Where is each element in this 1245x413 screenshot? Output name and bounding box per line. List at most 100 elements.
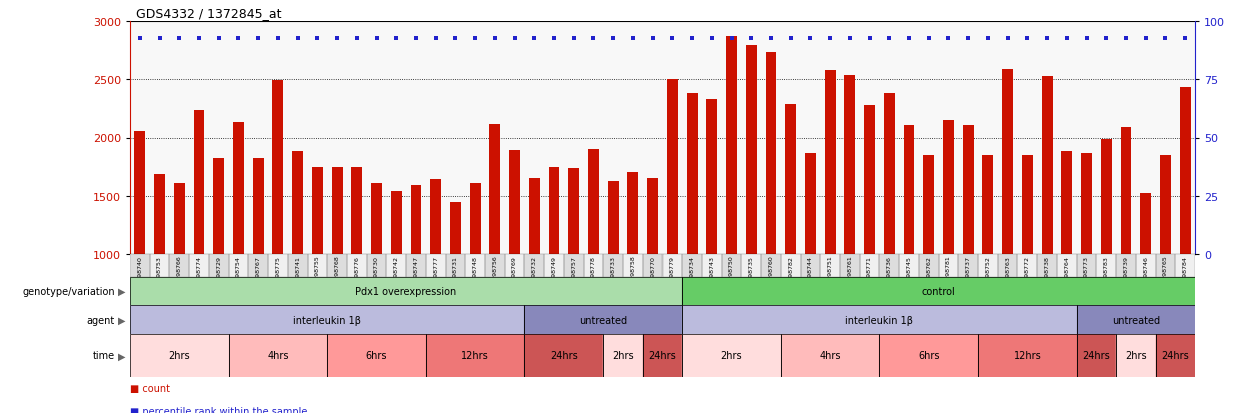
Text: GSM998773: GSM998773 (1084, 255, 1089, 293)
Bar (194, 110, 204, 254)
Bar (504, 254, 524, 277)
Text: GSM998752: GSM998752 (985, 255, 991, 293)
Bar (209, 254, 229, 277)
Bar (248, 254, 268, 277)
Text: GSM998737: GSM998737 (966, 255, 971, 293)
Bar (860, 254, 879, 277)
Bar (979, 334, 1077, 377)
Bar (466, 254, 486, 277)
Bar (662, 254, 682, 277)
Bar (129, 334, 229, 377)
Bar (268, 254, 288, 277)
Text: agent: agent (87, 315, 115, 325)
Text: ▶: ▶ (118, 351, 126, 361)
Bar (129, 254, 149, 277)
Bar (801, 254, 820, 277)
Text: GDS4332 / 1372845_at: GDS4332 / 1372845_at (136, 7, 281, 20)
Text: control: control (921, 286, 955, 296)
Bar (682, 277, 1195, 305)
Bar (129, 254, 149, 277)
Text: GSM998741: GSM998741 (295, 255, 300, 293)
Bar (979, 254, 997, 277)
Text: 6hrs: 6hrs (918, 351, 940, 361)
Text: GSM998753: GSM998753 (157, 255, 162, 293)
Bar (904, 126, 914, 254)
Text: interleukin 1β: interleukin 1β (845, 315, 914, 325)
Text: time: time (93, 351, 115, 361)
Bar (486, 254, 504, 277)
Bar (706, 100, 717, 254)
Bar (229, 334, 327, 377)
Text: ■ percentile rank within the sample: ■ percentile rank within the sample (129, 406, 308, 413)
Bar (524, 254, 544, 277)
Bar (1077, 254, 1097, 277)
Bar (806, 153, 815, 254)
Bar (489, 124, 500, 254)
Bar (801, 254, 820, 277)
Bar (327, 334, 426, 377)
Bar (726, 37, 737, 254)
Bar (469, 183, 481, 254)
Bar (982, 156, 994, 254)
Bar (549, 167, 559, 254)
Text: GSM998776: GSM998776 (355, 255, 360, 293)
Text: GSM998767: GSM998767 (255, 255, 260, 293)
Bar (386, 254, 406, 277)
Bar (647, 179, 659, 254)
Bar (687, 94, 697, 254)
Bar (824, 71, 835, 254)
Bar (367, 254, 386, 277)
Bar (446, 254, 466, 277)
Bar (209, 254, 229, 277)
Bar (1017, 254, 1037, 277)
Bar (308, 254, 327, 277)
Text: GSM998747: GSM998747 (413, 255, 418, 293)
Text: GSM998760: GSM998760 (768, 255, 773, 293)
Bar (327, 254, 347, 277)
Bar (1077, 254, 1097, 277)
Text: GSM998781: GSM998781 (946, 255, 951, 293)
Bar (129, 305, 524, 334)
Bar (129, 277, 682, 305)
Text: 24hrs: 24hrs (1082, 351, 1111, 361)
Bar (682, 334, 781, 377)
Bar (1155, 254, 1175, 277)
Bar (347, 254, 367, 277)
Text: 2hrs: 2hrs (613, 351, 634, 361)
Bar (1057, 254, 1077, 277)
Bar (924, 156, 934, 254)
Bar (642, 254, 662, 277)
Bar (486, 254, 504, 277)
Bar (667, 80, 677, 254)
Bar (544, 254, 564, 277)
Bar (386, 254, 406, 277)
Bar (722, 254, 741, 277)
Text: GSM998754: GSM998754 (237, 255, 242, 293)
Bar (1160, 156, 1170, 254)
Bar (129, 334, 229, 377)
Bar (997, 254, 1017, 277)
Bar (1116, 254, 1135, 277)
Bar (1081, 153, 1092, 254)
Bar (1097, 254, 1116, 277)
Bar (642, 334, 682, 377)
Bar (529, 179, 540, 254)
Bar (781, 254, 801, 277)
Bar (622, 254, 642, 277)
Bar (129, 305, 524, 334)
Bar (642, 334, 682, 377)
Bar (524, 305, 682, 334)
Text: 2hrs: 2hrs (721, 351, 742, 361)
Text: GSM998771: GSM998771 (867, 255, 872, 293)
Bar (879, 254, 899, 277)
Text: GSM998784: GSM998784 (1183, 255, 1188, 293)
Bar (864, 106, 875, 254)
Text: untreated: untreated (579, 315, 627, 325)
Text: GSM998736: GSM998736 (886, 255, 891, 293)
Bar (959, 254, 979, 277)
Text: GSM998748: GSM998748 (473, 255, 478, 293)
Bar (504, 254, 524, 277)
Bar (939, 254, 959, 277)
Text: GSM998770: GSM998770 (650, 255, 655, 293)
Text: GSM998758: GSM998758 (630, 255, 635, 293)
